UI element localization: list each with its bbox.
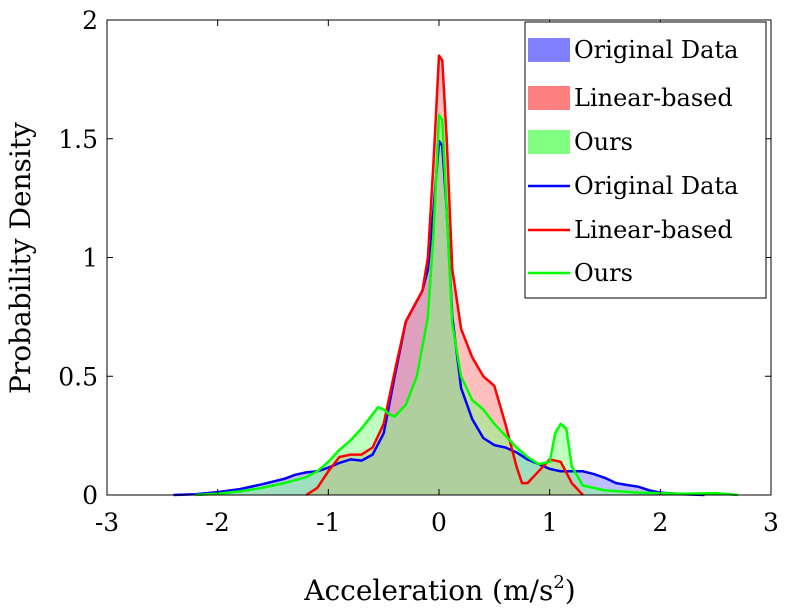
x-tick-label: 1 [542,508,558,537]
legend: Original Data Linear-based Ours Original… [524,21,767,299]
y-tick-label: 0 [82,481,98,510]
legend-swatch-linear-fill [528,86,570,110]
x-tick-label: -3 [95,508,119,537]
legend-swatch-original-fill [528,38,570,62]
density-lines [173,54,738,497]
legend-swatch-ours-fill [528,130,570,154]
x-axis-title-suffix: ) [565,574,576,607]
y-tick-label: 0.5 [58,362,98,391]
line-linear-based [305,54,584,497]
area-ours [195,115,738,495]
x-tick-label: 2 [652,508,668,537]
legend-label-linear-line: Linear-based [574,216,733,244]
legend-label-ours-line: Ours [574,259,633,287]
x-tick-label: -1 [316,508,340,537]
x-axis-title-main: Acceleration (m/s [303,574,553,607]
legend-label-linear-fill: Linear-based [574,84,733,112]
x-tick-label: 3 [763,508,779,537]
y-axis-title: Probability Density [4,122,37,394]
x-tick-label: -2 [205,508,229,537]
x-axis-title-superscript: 2 [553,572,564,593]
y-tick-label: 1.5 [58,125,98,154]
legend-label-original-line: Original Data [574,172,738,200]
x-axis-ticks: -3 -2 -1 0 1 2 3 [95,20,779,537]
legend-box [524,21,767,299]
x-axis-title: Acceleration (m/s2) [303,572,575,607]
area-fills [173,55,738,495]
y-tick-label: 2 [82,6,98,35]
x-tick-label: 0 [431,508,447,537]
y-tick-label: 1 [82,244,98,273]
y-axis-ticks: 0 0.5 1 1.5 2 [58,6,771,510]
legend-label-ours-fill: Ours [574,128,633,156]
legend-label-original-fill: Original Data [574,36,738,64]
line-ours [195,113,738,497]
